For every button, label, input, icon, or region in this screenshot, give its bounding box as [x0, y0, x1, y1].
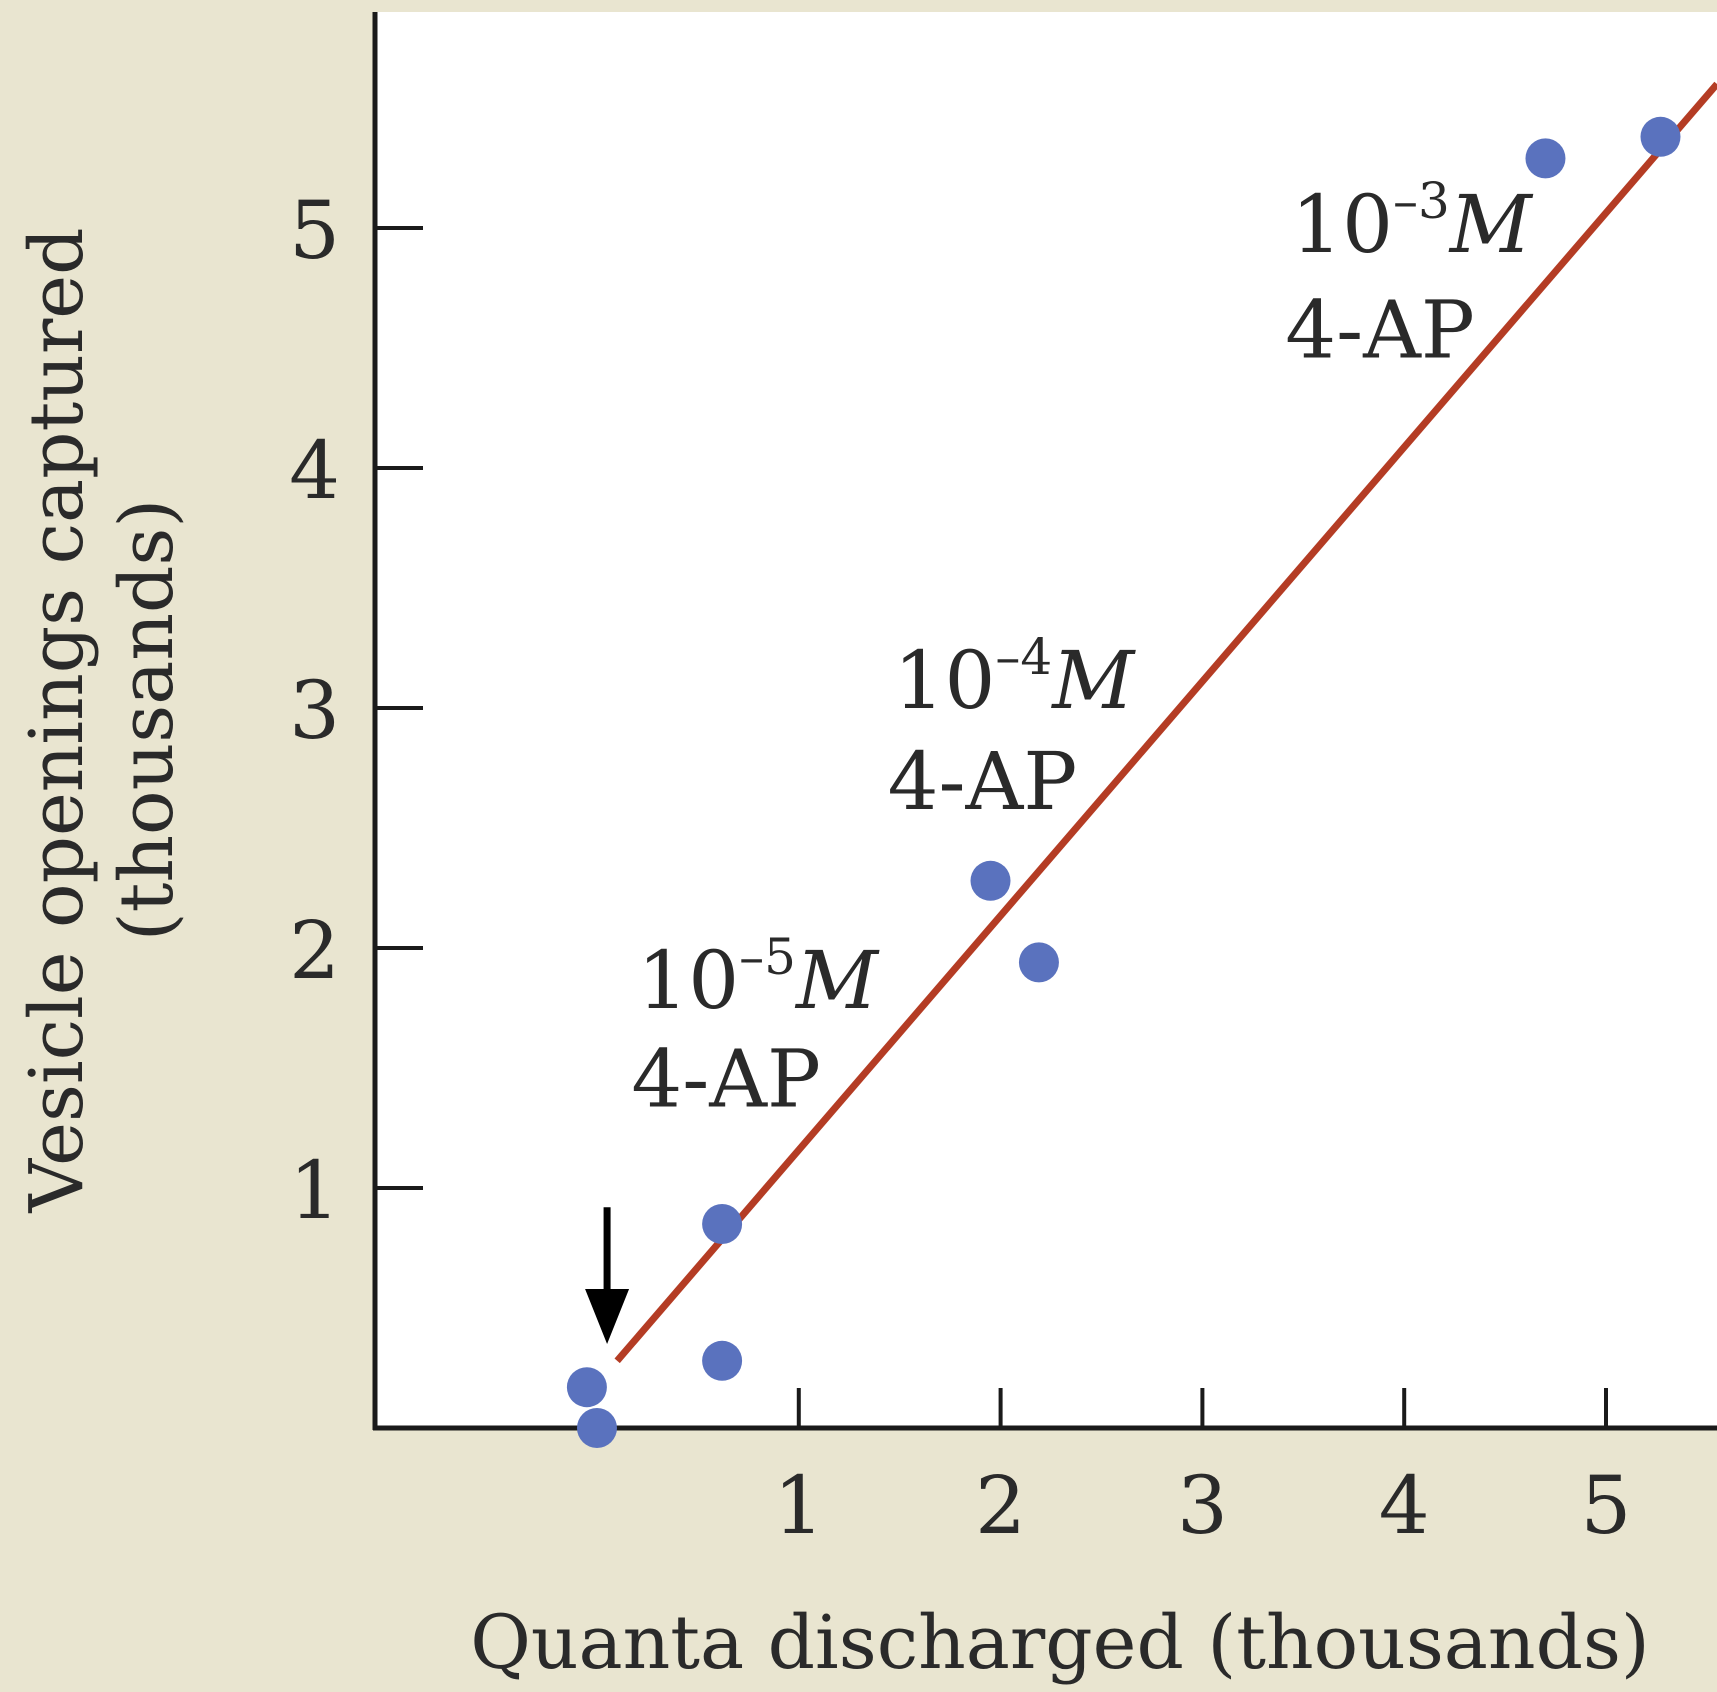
fit-line: [614, 81, 1717, 1364]
concentration-label: 10–3M: [1291, 172, 1534, 271]
y-tick-label: 3: [289, 664, 340, 757]
drug-label: 4-AP: [631, 1032, 821, 1125]
concentration-label: 10–5M: [637, 928, 880, 1027]
y-tick-label: 1: [289, 1144, 340, 1237]
x-axis-title: Quanta discharged (thousands): [470, 1600, 1650, 1686]
y-axis-title-line2: (thousands): [104, 499, 190, 941]
x-tick-label: 3: [1177, 1459, 1228, 1552]
arrow-head: [585, 1289, 630, 1344]
data-point: [702, 1340, 743, 1381]
data-point: [1640, 116, 1681, 157]
data-point: [1525, 138, 1566, 179]
plot-area: [375, 12, 1717, 1428]
y-tick-label: 2: [289, 904, 340, 997]
x-tick-label: 1: [773, 1459, 824, 1552]
y-tick-label: 5: [289, 184, 340, 277]
data-point: [566, 1367, 607, 1408]
x-tick-label: 5: [1581, 1459, 1632, 1552]
drug-label: 4-AP: [888, 735, 1078, 828]
concentration-label: 10–4M: [894, 628, 1137, 727]
x-tick-label: 4: [1379, 1459, 1430, 1552]
data-point: [576, 1408, 617, 1448]
data-point: [1018, 942, 1059, 983]
y-axis-title-line1: Vesicle openings captured: [14, 228, 100, 1214]
y-tick-label: 4: [289, 424, 340, 517]
drug-label: 4-AP: [1285, 284, 1475, 377]
x-tick-label: 2: [975, 1459, 1026, 1552]
data-point: [702, 1204, 743, 1244]
data-point: [970, 860, 1011, 901]
